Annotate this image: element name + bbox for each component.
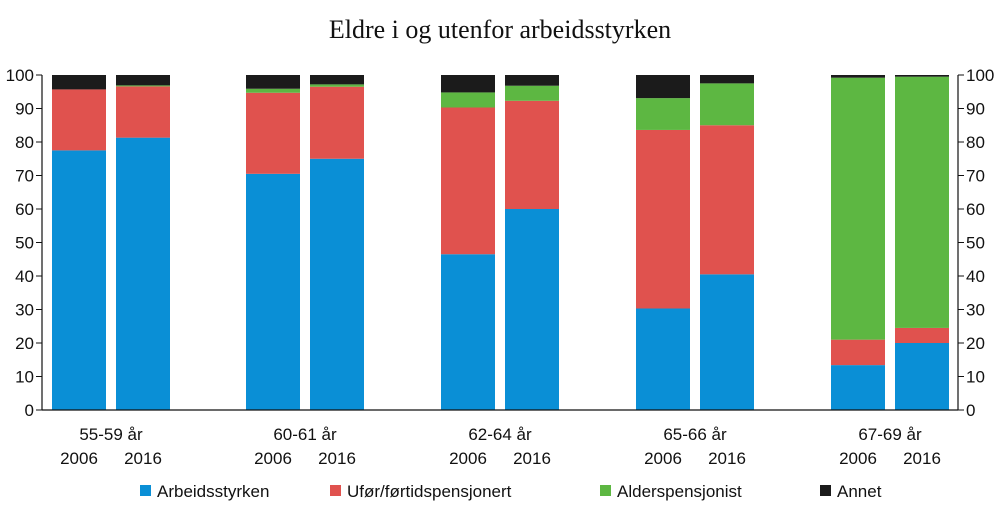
group-label: 67-69 år (858, 425, 922, 444)
y-tick-label-left: 30 (15, 301, 34, 320)
bar-segment-annet (895, 75, 949, 77)
year-label: 2006 (644, 449, 682, 468)
bar-segment-uf-r-f-rtidspensjonert (116, 86, 170, 138)
y-tick-label-right: 70 (966, 167, 985, 186)
year-label: 2016 (708, 449, 746, 468)
bar-segment-arbeidsstyrken (895, 343, 949, 410)
bar-segment-annet (831, 75, 885, 78)
y-tick-label-left: 50 (15, 234, 34, 253)
legend-swatch (820, 485, 831, 496)
bar-segment-uf-r-f-rtidspensjonert (52, 89, 106, 151)
bar-segment-arbeidsstyrken (52, 150, 106, 410)
bar-segment-uf-r-f-rtidspensjonert (441, 107, 495, 255)
y-tick-label-right: 90 (966, 100, 985, 119)
bar-segment-annet (52, 75, 106, 90)
plot-area: 0 0 10 10 20 20 30 30 40 40 50 50 60 60 70 70 80 80 90 90 10… (6, 66, 995, 468)
y-tick-label-right: 10 (966, 368, 985, 387)
bar-segment-arbeidsstyrken (246, 173, 300, 410)
y-tick-label-left: 70 (15, 167, 34, 186)
legend-swatch (600, 485, 611, 496)
bar-segment-uf-r-f-rtidspensjonert (246, 92, 300, 174)
y-tick-label-right: 30 (966, 301, 985, 320)
y-tick-label-left: 0 (25, 401, 34, 420)
bar-segment-alderspensjonist (116, 85, 170, 87)
year-label: 2016 (318, 449, 356, 468)
bar-segment-arbeidsstyrken (116, 137, 170, 410)
bar-segment-arbeidsstyrken (831, 365, 885, 410)
y-tick-label-left: 40 (15, 267, 34, 286)
year-label: 2006 (449, 449, 487, 468)
group-label: 55-59 år (79, 425, 143, 444)
y-tick-label-left: 100 (6, 66, 34, 85)
group-label: 60-61 år (273, 425, 337, 444)
legend-label: Arbeidsstyrken (157, 482, 269, 501)
bar-segment-alderspensjonist (636, 98, 690, 130)
bar-segment-annet (505, 75, 559, 86)
bar-segment-alderspensjonist (310, 84, 364, 87)
year-label: 2016 (513, 449, 551, 468)
bar-segment-uf-r-f-rtidspensjonert (700, 125, 754, 275)
legend-label: Annet (837, 482, 882, 501)
bar-segment-arbeidsstyrken (505, 209, 559, 410)
bar-segment-uf-r-f-rtidspensjonert (636, 129, 690, 309)
y-tick-label-left: 60 (15, 200, 34, 219)
bar-segment-alderspensjonist (831, 77, 885, 340)
y-tick-label-right: 100 (966, 66, 994, 85)
bar-segment-annet (441, 75, 495, 93)
bar-segment-uf-r-f-rtidspensjonert (895, 327, 949, 343)
y-tick-label-right: 80 (966, 133, 985, 152)
legend-label: Alderspensjonist (617, 482, 742, 501)
y-tick-label-right: 20 (966, 334, 985, 353)
bar-segment-annet (700, 75, 754, 84)
bar-segment-alderspensjonist (246, 88, 300, 93)
year-label: 2006 (60, 449, 98, 468)
y-tick-label-left: 90 (15, 100, 34, 119)
chart-title: Eldre i og utenfor arbeidsstyrken (329, 15, 671, 44)
bar-segment-annet (116, 75, 170, 86)
bar-segment-annet (310, 75, 364, 85)
bar-segment-arbeidsstyrken (441, 254, 495, 410)
year-label: 2006 (839, 449, 877, 468)
bar-segment-uf-r-f-rtidspensjonert (505, 100, 559, 209)
bar-segment-annet (246, 75, 300, 89)
bar-segment-arbeidsstyrken (700, 274, 754, 410)
y-tick-label-left: 20 (15, 334, 34, 353)
y-tick-label-left: 10 (15, 368, 34, 387)
bar-segment-arbeidsstyrken (636, 308, 690, 410)
y-tick-label-right: 40 (966, 267, 985, 286)
y-tick-label-right: 60 (966, 200, 985, 219)
legend-swatch (330, 485, 341, 496)
year-label: 2016 (124, 449, 162, 468)
group-label: 62-64 år (468, 425, 532, 444)
bar-segment-uf-r-f-rtidspensjonert (831, 339, 885, 366)
legend: Arbeidsstyrken Ufør/førtidspensjonert Alde… (140, 482, 882, 501)
y-tick-label-right: 50 (966, 234, 985, 253)
bar-segment-annet (636, 75, 690, 99)
year-label: 2016 (903, 449, 941, 468)
bar-segment-alderspensjonist (895, 76, 949, 328)
bar-segment-uf-r-f-rtidspensjonert (310, 86, 364, 159)
group-label: 65-66 år (663, 425, 727, 444)
bar-segment-arbeidsstyrken (310, 158, 364, 410)
legend-label: Ufør/førtidspensjonert (347, 482, 512, 501)
bar-segment-alderspensjonist (505, 85, 559, 101)
y-tick-label-right: 0 (966, 401, 975, 420)
legend-swatch (140, 485, 151, 496)
bar-segment-alderspensjonist (441, 92, 495, 108)
bar-segment-alderspensjonist (700, 83, 754, 126)
y-tick-label-left: 80 (15, 133, 34, 152)
year-label: 2006 (254, 449, 292, 468)
